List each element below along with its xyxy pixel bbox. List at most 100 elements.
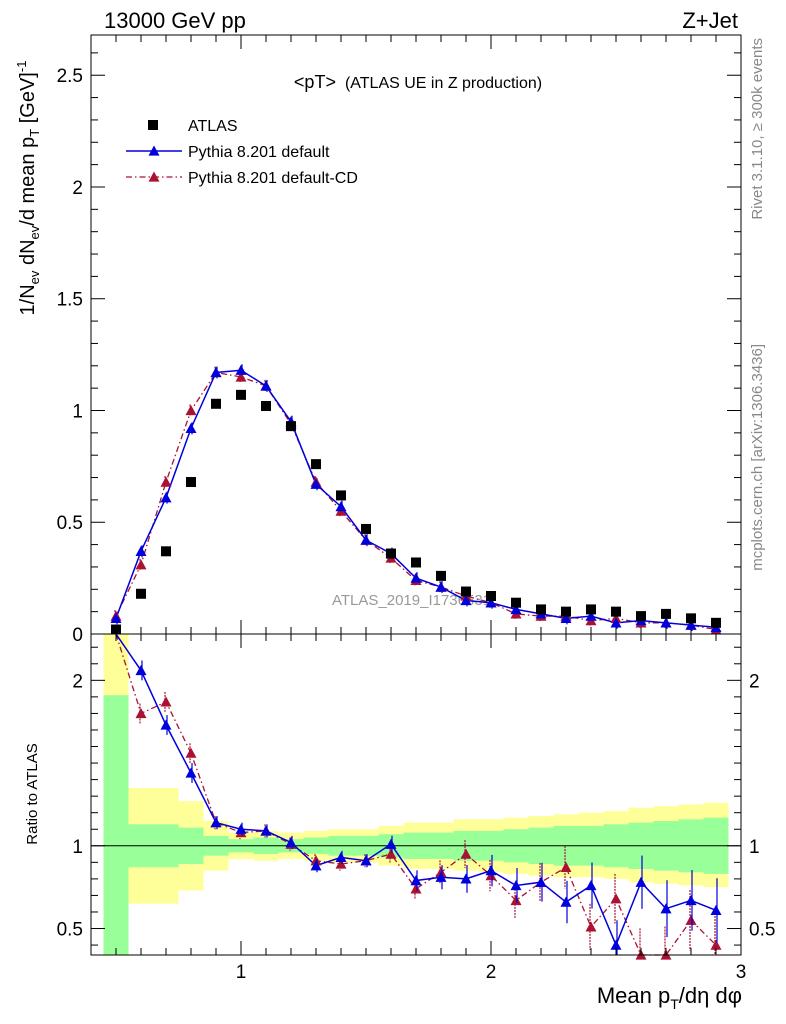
point-atlas — [636, 611, 646, 622]
ratio-line-default — [115, 633, 717, 948]
ratio-point-cd — [185, 747, 197, 758]
legend-marker-cd — [148, 171, 160, 182]
ratio-uncertainty-bands — [103, 634, 729, 955]
point-pythia-default — [485, 597, 497, 608]
main-y-tick-label: 0.5 — [57, 513, 83, 534]
main-y-tick-label: 2.5 — [57, 66, 83, 87]
main-y-tick-label: 1 — [72, 401, 83, 422]
point-pythia-default — [310, 478, 322, 489]
point-atlas — [311, 459, 321, 470]
ratio-point-default — [485, 865, 497, 876]
ratio-point-default — [710, 904, 722, 915]
ratio-point-cd — [135, 707, 147, 719]
main-y-tick-label: 1.5 — [57, 290, 83, 311]
ratio-point-cd — [585, 921, 597, 932]
point-atlas — [136, 588, 146, 599]
x-tick-label: 3 — [736, 962, 747, 983]
ratio-point-default — [460, 873, 472, 884]
main-series — [110, 364, 722, 636]
point-pythia-default — [585, 610, 597, 621]
ratio-point-default — [185, 767, 197, 778]
point-pythia-default — [460, 594, 472, 606]
point-atlas — [161, 546, 171, 557]
point-pythia-cd — [160, 476, 172, 487]
point-atlas — [361, 523, 371, 534]
ratio-point-cd — [385, 848, 397, 859]
ratio-point-default — [235, 823, 247, 834]
side-label-rivet: Rivet 3.1.10, ≥ 300k events — [749, 38, 766, 220]
point-atlas — [711, 617, 721, 628]
ratio-y-tick-label: 0.5 — [57, 920, 83, 941]
point-pythia-default — [660, 617, 672, 628]
point-pythia-default — [335, 501, 347, 512]
point-atlas — [286, 421, 296, 432]
main-x-axis — [115, 35, 742, 634]
point-atlas — [336, 490, 346, 501]
point-atlas — [386, 548, 396, 559]
ratio-point-default — [285, 836, 297, 848]
ratio-point-default — [535, 876, 547, 887]
ratio-series — [115, 633, 722, 960]
point-atlas — [536, 604, 546, 615]
main-y-tick-label: 0 — [72, 625, 83, 646]
point-atlas — [111, 624, 121, 635]
point-pythia-default — [185, 422, 197, 434]
point-atlas — [661, 608, 671, 619]
point-atlas — [236, 389, 246, 400]
x-tick-label: 1 — [236, 962, 247, 983]
point-pythia-cd — [135, 559, 147, 570]
ratio-point-default — [435, 871, 447, 882]
ratio-point-default — [610, 939, 622, 950]
ratio-frame — [90, 633, 742, 956]
point-pythia-default — [410, 572, 422, 583]
ratio-point-default — [160, 719, 172, 730]
point-atlas — [561, 606, 571, 617]
point-pythia-cd — [235, 371, 247, 382]
point-pythia-default — [210, 366, 222, 378]
point-atlas — [436, 570, 446, 581]
point-pythia-cd — [185, 404, 197, 416]
ratio-point-cd — [160, 696, 172, 707]
ratio-point-default — [335, 851, 347, 863]
point-pythia-default — [160, 492, 172, 503]
ratio-point-cd — [610, 893, 622, 904]
point-atlas — [261, 401, 271, 412]
ratio-point-default — [635, 876, 647, 887]
ratio-point-cd — [510, 894, 522, 906]
legend-marker-atlas — [148, 120, 158, 130]
point-pythia-default — [560, 612, 572, 624]
main-y-axis: 0 0.5 1 1.5 2 2.5 — [57, 52, 741, 646]
point-atlas — [586, 604, 596, 615]
point-pythia-default — [235, 364, 247, 375]
ratio-point-default — [660, 903, 672, 914]
ratio-point-cd — [335, 858, 347, 869]
ratio-y-tick-label: 2 — [72, 671, 83, 692]
header-left: 13000 GeV pp — [104, 8, 246, 33]
ratio-point-default — [510, 880, 522, 891]
watermark: ATLAS_2019_I1736531 — [332, 592, 491, 609]
ratio-point-default — [310, 860, 322, 871]
series-pythia-cd-line — [115, 371, 717, 631]
ratio-y-label: Ratio to ATLAS — [24, 743, 41, 844]
band-inner — [103, 695, 129, 955]
main-y-label: 1/Nev dNev/d mean pT [GeV]-1 — [14, 61, 42, 316]
side-label-mcplots: mcplots.cern.ch [arXiv:1306.3436] — [749, 344, 766, 571]
point-atlas — [486, 591, 496, 602]
ratio-x-axis: 1 2 3 — [115, 634, 747, 983]
plot-title: <pT> (ATLAS UE in Z production) — [294, 72, 542, 92]
point-pythia-default — [685, 619, 697, 630]
point-atlas — [686, 613, 696, 624]
ratio-point-cd — [685, 914, 697, 925]
point-pythia-default — [260, 380, 272, 391]
point-atlas — [211, 398, 221, 409]
legend-label: Pythia 8.201 default-CD — [188, 170, 358, 187]
ratio-point-default — [585, 880, 597, 891]
legend: ATLAS Pythia 8.201 default Pythia 8.201 de… — [126, 118, 358, 187]
point-atlas — [511, 597, 521, 608]
point-atlas — [611, 606, 621, 617]
ratio-y-axis: 0.5 0.5 1 1 2 2 — [57, 646, 775, 946]
point-pythia-default — [360, 534, 372, 545]
point-atlas — [186, 477, 196, 488]
plot-title-sub: (ATLAS UE in Z production) — [345, 75, 542, 92]
